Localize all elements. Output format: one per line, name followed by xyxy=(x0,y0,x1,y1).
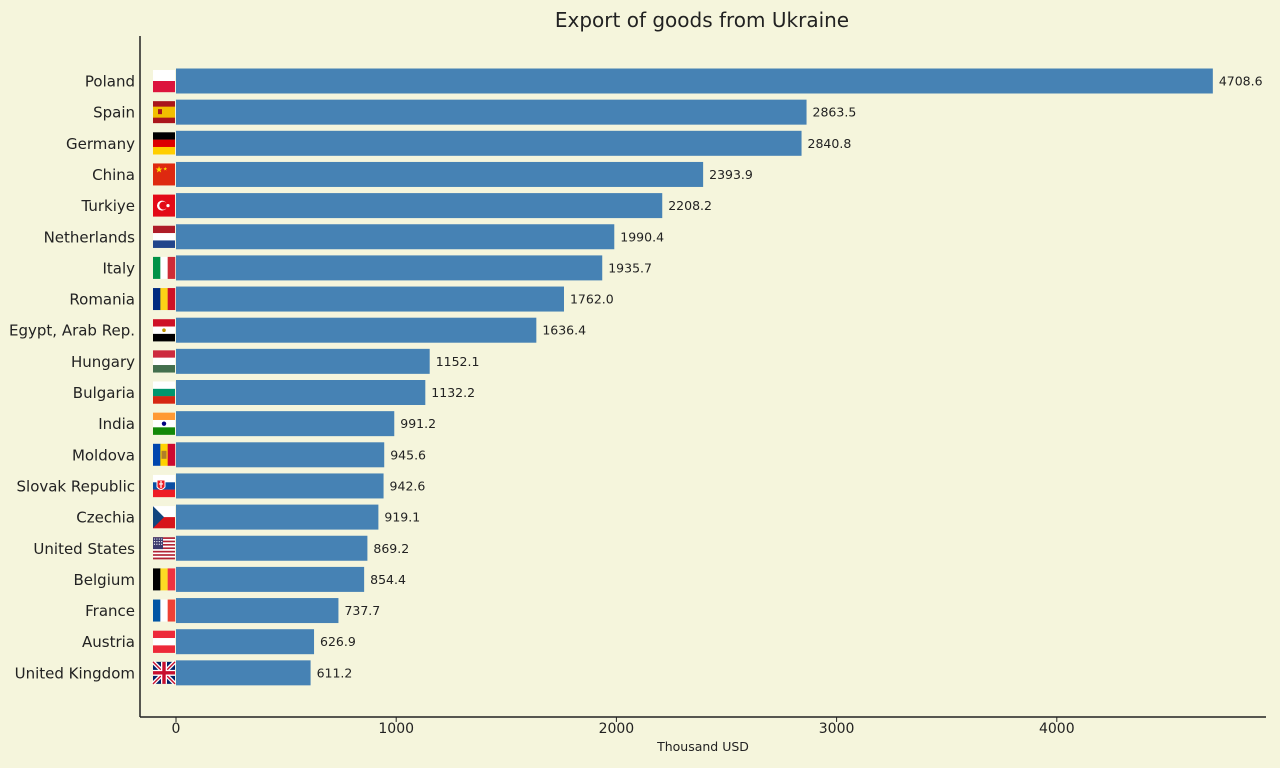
bar xyxy=(176,380,426,405)
value-label: 2393.9 xyxy=(709,167,753,182)
category-label: Bulgaria xyxy=(73,384,135,402)
category-label: Moldova xyxy=(72,446,135,464)
flag-china-icon: ★ ★ xyxy=(153,163,175,186)
flag-united-kingdom-icon xyxy=(151,660,177,686)
bar xyxy=(176,411,395,437)
category-label: Spain xyxy=(93,104,135,122)
category-label: United States xyxy=(33,540,135,558)
flag-france-icon xyxy=(153,599,176,622)
category-label: Poland xyxy=(85,73,135,91)
flag-hungary-icon xyxy=(153,350,175,373)
value-label: 1935.7 xyxy=(608,260,652,275)
category-label: Slovak Republic xyxy=(17,477,136,495)
x-tick-label: 1000 xyxy=(378,721,414,737)
flag-netherlands-icon xyxy=(153,225,175,248)
axes-group xyxy=(139,36,1266,718)
bar xyxy=(176,473,384,499)
category-label: China xyxy=(92,166,135,184)
flag-spain-icon xyxy=(153,101,175,124)
flag-austria-icon xyxy=(153,630,175,653)
value-label: 1636.4 xyxy=(542,323,586,338)
category-label: Italy xyxy=(102,259,135,277)
category-label: Turkiye xyxy=(80,197,135,215)
category-label: Netherlands xyxy=(44,228,136,246)
bar xyxy=(176,193,663,219)
flag-india-icon xyxy=(153,412,175,435)
category-label: Austria xyxy=(82,633,135,651)
bar xyxy=(176,286,564,312)
flags-group: ★ ★ xyxy=(151,70,177,686)
x-tick-label: 2000 xyxy=(599,721,635,737)
x-tick-label: 4000 xyxy=(1039,721,1075,737)
value-label: 2863.5 xyxy=(813,105,857,120)
flag-bulgaria-icon xyxy=(153,381,175,404)
bar xyxy=(176,99,807,125)
category-label: Belgium xyxy=(74,571,136,589)
bar xyxy=(176,535,368,561)
value-label: 1762.0 xyxy=(570,292,614,307)
value-label: 942.6 xyxy=(390,478,426,493)
x-axis-title: Thousand USD xyxy=(656,739,749,754)
x-tick-label: 3000 xyxy=(819,721,855,737)
flag-slovakia-icon xyxy=(153,474,175,498)
category-label: France xyxy=(85,602,135,620)
bar xyxy=(176,224,615,250)
flag-turkiye-icon xyxy=(153,194,175,217)
value-label: 991.2 xyxy=(400,416,436,431)
flag-italy-icon xyxy=(153,256,176,279)
category-label: United Kingdom xyxy=(15,664,135,682)
bar xyxy=(176,130,802,156)
svg-text:★: ★ xyxy=(155,165,163,175)
bar xyxy=(176,660,311,686)
x-tick-label: 0 xyxy=(172,721,181,737)
bar xyxy=(176,566,365,592)
bar xyxy=(176,598,339,624)
value-label: 919.1 xyxy=(384,510,420,525)
flag-belgium-icon xyxy=(153,568,176,591)
flag-czechia-icon xyxy=(153,506,175,529)
value-label: 626.9 xyxy=(320,634,356,649)
flag-poland-icon xyxy=(153,70,175,93)
value-label: 1152.1 xyxy=(436,354,480,369)
flag-germany-icon xyxy=(153,132,175,155)
category-labels-group: Poland Spain Germany China Turkiye Netherland… xyxy=(9,73,135,683)
bar xyxy=(176,68,1213,94)
category-label: Czechia xyxy=(76,509,135,527)
category-label: Germany xyxy=(66,135,135,153)
bar xyxy=(176,442,385,468)
svg-text:★: ★ xyxy=(163,166,168,172)
x-ticks-group: 0 1000 2000 3000 4000 xyxy=(172,717,1075,737)
flag-united-states-icon xyxy=(153,537,175,560)
bar xyxy=(176,161,704,187)
bar xyxy=(176,255,603,281)
value-label: 1132.2 xyxy=(431,385,475,400)
value-label: 737.7 xyxy=(344,603,380,618)
bar xyxy=(176,629,315,655)
value-label: 854.4 xyxy=(370,572,406,587)
category-label: Hungary xyxy=(71,353,135,371)
bars-group xyxy=(176,68,1213,686)
value-label: 4708.6 xyxy=(1219,74,1263,89)
flag-moldova-icon xyxy=(153,443,176,466)
value-label: 2840.8 xyxy=(808,136,852,151)
bar xyxy=(176,317,537,343)
value-label: 1990.4 xyxy=(620,229,664,244)
value-label: 869.2 xyxy=(373,541,409,556)
bar xyxy=(176,504,379,530)
value-label: 945.6 xyxy=(390,447,426,462)
value-label: 2208.2 xyxy=(668,198,712,213)
flag-egypt-icon xyxy=(153,319,175,342)
value-label: 611.2 xyxy=(317,665,353,680)
chart-title: Export of goods from Ukraine xyxy=(554,8,850,32)
bar xyxy=(176,348,430,374)
value-labels-group: 4708.6 2863.5 2840.8 2393.9 2208.2 1990.4 1935… xyxy=(317,74,1263,681)
flag-romania-icon xyxy=(153,288,176,311)
category-label: Egypt, Arab Rep. xyxy=(9,322,135,340)
category-label: Romania xyxy=(69,291,135,309)
category-label: India xyxy=(98,415,135,433)
